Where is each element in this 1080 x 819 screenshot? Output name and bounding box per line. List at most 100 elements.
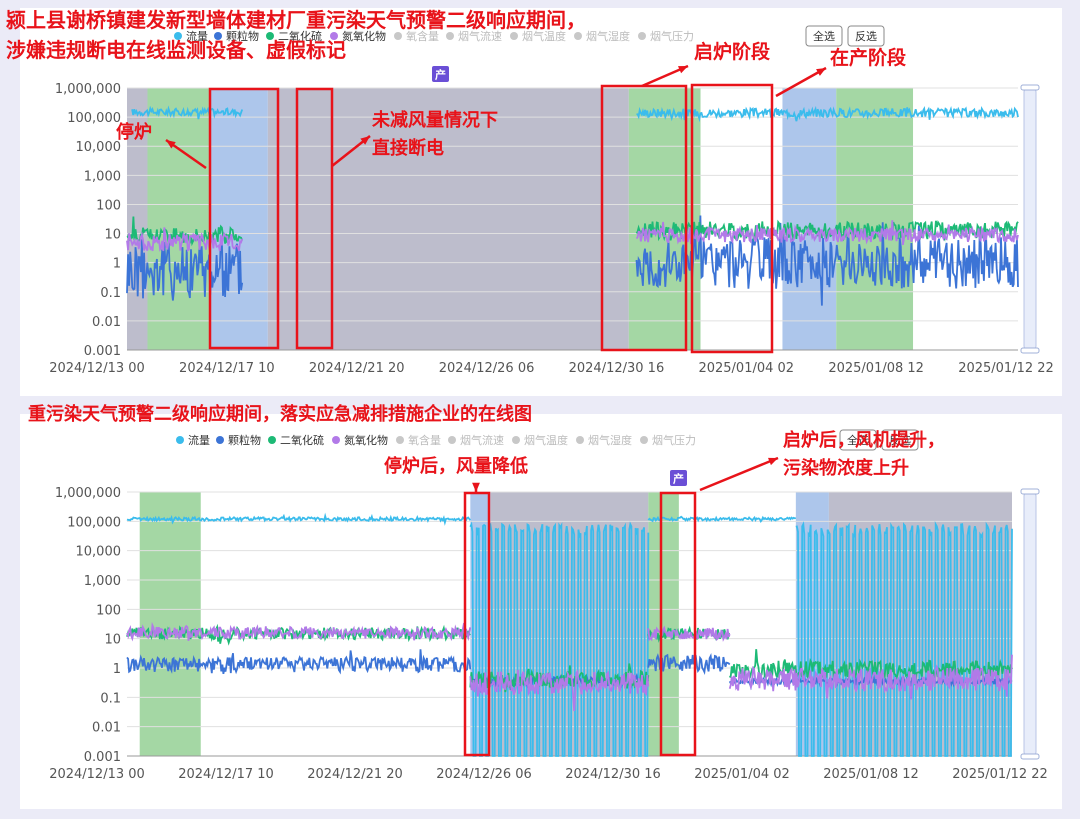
legend-label: 氧含量 — [406, 29, 439, 43]
legend-label: 二氧化硫 — [280, 433, 324, 447]
chart-2-svg: 1,000,000 100,000 10,000 1,000 100 10 1 0.1 0.01… — [49, 429, 1048, 782]
shaded-band — [208, 88, 268, 350]
annotation-cut-power-line-2: 直接断电 — [372, 137, 444, 159]
zoom-handle-bottom[interactable] — [1020, 753, 1040, 760]
annotation-stop: 停炉 — [116, 121, 152, 143]
shaded-band — [836, 88, 914, 350]
zoom-slider[interactable] — [1023, 491, 1037, 757]
legend-marker — [174, 32, 182, 40]
y-tick-label: 0.01 — [92, 721, 121, 736]
legend-marker — [638, 32, 646, 40]
x-tick-label: 2024/12/17 10 — [178, 767, 274, 782]
x-tick-label: 2024/12/13 00 — [49, 767, 145, 782]
legend-label: 烟气压力 — [650, 29, 694, 43]
arrow-cut-power-head — [360, 136, 370, 145]
highlight-start-fan — [659, 491, 697, 757]
select-all-button-label: 全选 — [847, 433, 869, 447]
arrow-producing-head — [816, 68, 826, 76]
legend-marker — [216, 436, 224, 444]
legend-label: 烟气湿度 — [588, 433, 632, 447]
series-line-3 — [126, 220, 1019, 252]
legend-label: 烟气湿度 — [586, 29, 630, 43]
annotation-stop-fan: 停炉后，风量降低 — [384, 455, 528, 477]
arrow-start-fan — [699, 456, 779, 492]
shaded-band — [648, 492, 679, 756]
chart-1-svg: 1,000,000 100,000 10,000 1,000 100 10 1 0.1 0.01… — [49, 25, 1054, 376]
zoom-handle-bottom[interactable] — [1020, 347, 1040, 354]
legend-marker — [332, 436, 340, 444]
legend-marker — [446, 32, 454, 40]
series-line-3 — [126, 621, 1013, 712]
legend-label: 烟气温度 — [522, 29, 566, 43]
main-title-line-1: 颍上县谢桥镇建发新型墙体建材厂重污染天气预警二级响应期间， — [6, 8, 586, 32]
shaded-band — [147, 88, 209, 350]
arrow-stop-fan-head — [472, 482, 480, 492]
invert-button[interactable] — [847, 25, 885, 47]
y-tick-label: 10,000 — [76, 140, 122, 155]
legend-label: 烟气流速 — [460, 433, 504, 447]
production-badge-label: 产 — [673, 472, 684, 486]
x-tick-label: 2025/01/08 12 — [823, 767, 919, 782]
shaded-band — [139, 492, 201, 756]
highlight-producing — [690, 83, 774, 354]
y-tick-label: 1 — [113, 662, 121, 677]
legend-label: 氧含量 — [408, 433, 441, 447]
y-tick-label: 10,000 — [76, 545, 122, 560]
x-tick-label: 2024/12/13 00 — [49, 361, 145, 376]
production-badge-label: 产 — [435, 68, 446, 82]
legend-marker — [448, 436, 456, 444]
highlight-stop-fan — [463, 491, 491, 757]
y-tick-label: 100,000 — [67, 515, 121, 530]
chart-2-title: 重污染天气预警二级响应期间，落实应急减排措施企业的在线图 — [28, 404, 532, 425]
main-title-line-2: 涉嫌违规断电在线监测设备、虚假标记 — [6, 38, 346, 62]
invert-button-label: 反选 — [889, 434, 911, 447]
invert-button[interactable] — [881, 429, 919, 451]
legend-label: 二氧化硫 — [278, 29, 322, 43]
legend-marker — [176, 436, 184, 444]
legend-marker — [574, 32, 582, 40]
x-tick-label: 2024/12/30 16 — [569, 361, 665, 376]
select-all-button-label: 全选 — [813, 29, 835, 43]
x-tick-label: 2024/12/17 10 — [179, 361, 275, 376]
annotation-startup: 启炉阶段 — [694, 40, 771, 63]
legend-marker — [214, 32, 222, 40]
y-tick-label: 1,000,000 — [55, 82, 121, 97]
select-all-button[interactable] — [839, 429, 877, 451]
annotation-producing: 在产阶段 — [830, 46, 907, 69]
x-tick-label: 2025/01/12 22 — [958, 361, 1054, 376]
zoom-handle-top[interactable] — [1020, 488, 1040, 495]
y-tick-label: 10 — [104, 633, 121, 648]
arrow-stop-head — [166, 140, 176, 149]
x-tick-label: 2025/01/08 12 — [828, 361, 924, 376]
legend-marker — [266, 32, 274, 40]
annotation-cut-power-line-1: 未减风量情况下 — [372, 109, 498, 131]
legend-marker — [396, 436, 404, 444]
invert-button-label: 反选 — [855, 30, 877, 43]
y-tick-label: 0.001 — [84, 344, 121, 359]
y-tick-label: 1,000,000 — [55, 486, 121, 501]
x-tick-label: 2024/12/21 20 — [307, 767, 403, 782]
legend-label: 颗粒物 — [226, 29, 259, 43]
series-line-0 — [126, 512, 1013, 757]
y-tick-label: 0.1 — [100, 286, 121, 301]
series-line-1 — [126, 649, 1013, 693]
annotation-start-fan-line-1: 启炉后，风机提升， — [783, 429, 945, 451]
y-tick-label: 0.1 — [100, 691, 121, 706]
arrow-start-fan-head — [768, 457, 778, 466]
x-tick-label: 2024/12/21 20 — [309, 361, 405, 376]
legend-marker — [268, 436, 276, 444]
legend-label: 流量 — [188, 433, 210, 447]
chart-panel-2: 1,000,000 100,000 10,000 1,000 100 10 1 0.1 0.01… — [20, 414, 1062, 809]
zoom-handle-top[interactable] — [1020, 84, 1040, 91]
y-tick-label: 100 — [96, 603, 121, 618]
legend-marker — [330, 32, 338, 40]
production-badge — [432, 66, 449, 82]
select-all-button[interactable] — [805, 25, 843, 47]
legend-label: 氮氧化物 — [342, 29, 386, 43]
x-tick-label: 2024/12/26 06 — [436, 767, 532, 782]
zoom-slider[interactable] — [1023, 87, 1037, 351]
shaded-band — [628, 88, 701, 350]
x-tick-label: 2024/12/26 06 — [439, 361, 535, 376]
legend-label: 烟气温度 — [524, 433, 568, 447]
production-badge — [670, 470, 687, 486]
